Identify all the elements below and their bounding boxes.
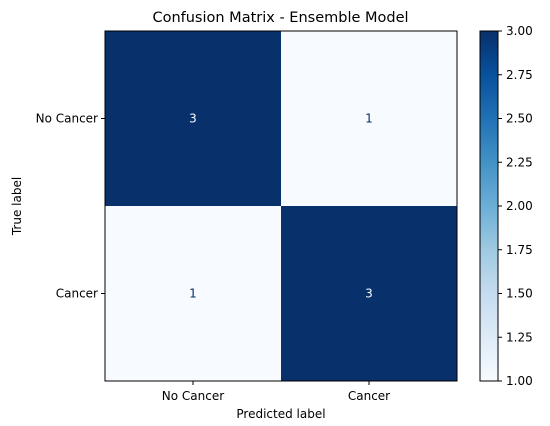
y-axis-label: True label	[10, 177, 24, 236]
y-tick-label: Cancer	[56, 287, 98, 301]
colorbar	[479, 30, 499, 382]
colorbar-tick-label: 2.25	[506, 155, 533, 169]
colorbar-tick-label: 1.50	[506, 287, 533, 301]
x-tick-label: Cancer	[348, 389, 390, 403]
colorbar-tick-label: 1.00	[506, 374, 533, 388]
colorbar-tick-label: 2.00	[506, 199, 533, 213]
cell-value-label: 3	[365, 287, 373, 301]
cell-value-label: 1	[365, 112, 373, 126]
x-tick-label: No Cancer	[162, 389, 224, 403]
x-axis-label: Predicted label	[236, 407, 325, 421]
y-tick-label: No Cancer	[36, 112, 98, 126]
colorbar-tick-label: 3.00	[506, 24, 533, 38]
heatmap-cell	[281, 31, 457, 206]
colorbar-tick-label: 2.75	[506, 68, 533, 82]
colorbar-tick-label: 1.75	[506, 243, 533, 257]
plot-frame	[104, 30, 458, 382]
colorbar-tick-label: 1.25	[506, 330, 533, 344]
heatmap-cell	[281, 206, 457, 381]
heatmap-cell	[105, 31, 281, 206]
colorbar-tick-label: 2.50	[506, 112, 533, 126]
heatmap-cell	[105, 206, 281, 381]
cell-value-label: 1	[189, 287, 197, 301]
chart-title: Confusion Matrix - Ensemble Model	[152, 10, 408, 26]
cell-value-label: 3	[189, 112, 197, 126]
